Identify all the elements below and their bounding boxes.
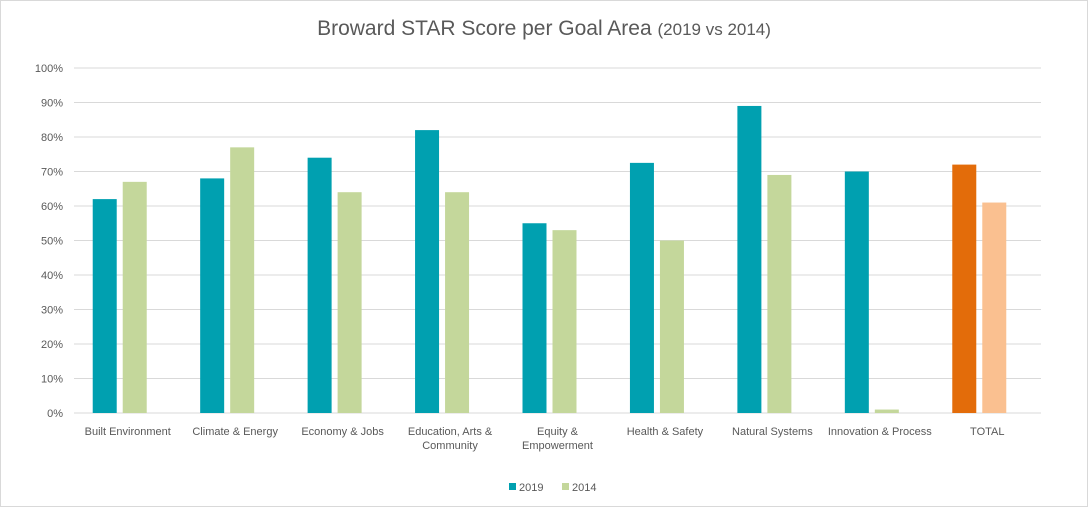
bar-2019: [415, 130, 440, 413]
bar-2019: [200, 178, 225, 413]
y-tick-label: 60%: [41, 201, 63, 213]
bar-2014: [659, 240, 684, 413]
chart-title: Broward STAR Score per Goal Area (2019 v…: [317, 17, 771, 40]
bar-2014: [552, 230, 577, 413]
y-tick-label: 0%: [47, 408, 63, 420]
bar-2019: [629, 162, 654, 413]
x-tick-label: TOTAL: [970, 426, 1004, 438]
x-tick-label: Built Environment: [85, 426, 171, 438]
bar-2019: [844, 171, 869, 413]
y-tick-label: 10%: [41, 374, 63, 386]
y-tick-label: 30%: [41, 305, 63, 317]
bar-2014: [874, 409, 899, 413]
legend-swatch: [562, 483, 569, 490]
x-tick-label: Empowerment: [522, 440, 593, 452]
bar-2014: [445, 192, 470, 413]
y-tick-label: 70%: [41, 167, 63, 179]
y-tick-label: 100%: [35, 63, 63, 75]
x-tick-label: Equity &: [537, 426, 579, 438]
x-tick-label: Natural Systems: [732, 426, 813, 438]
bar-2014: [767, 174, 792, 413]
bar-2019: [307, 157, 332, 413]
y-tick-label: 90%: [41, 98, 63, 110]
x-tick-label: Innovation & Process: [828, 426, 932, 438]
bar-2019: [952, 164, 977, 413]
bar-2014: [982, 202, 1007, 413]
legend-label: 2019: [519, 482, 543, 494]
x-tick-label: Health & Safety: [627, 426, 704, 438]
y-tick-label: 80%: [41, 132, 63, 144]
legend-swatch: [509, 483, 516, 490]
x-tick-label: Education, Arts &: [408, 426, 493, 438]
x-tick-label: Community: [422, 440, 478, 452]
bar-2019: [522, 223, 547, 413]
bar-2014: [337, 192, 362, 413]
x-tick-label: Climate & Energy: [192, 426, 278, 438]
bar-2014: [122, 181, 147, 413]
y-tick-label: 40%: [41, 270, 63, 282]
x-tick-label: Economy & Jobs: [301, 426, 384, 438]
bar-2014: [230, 147, 255, 413]
y-tick-label: 50%: [41, 236, 63, 248]
legend-label: 2014: [572, 482, 596, 494]
y-tick-label: 20%: [41, 339, 63, 351]
bar-2019: [737, 105, 762, 413]
bar-2019: [92, 199, 117, 413]
